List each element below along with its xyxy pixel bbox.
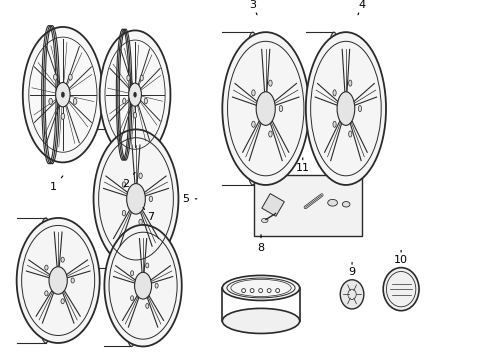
Ellipse shape bbox=[222, 309, 299, 333]
Ellipse shape bbox=[126, 184, 145, 214]
Ellipse shape bbox=[241, 289, 245, 293]
Ellipse shape bbox=[140, 75, 143, 81]
Ellipse shape bbox=[49, 98, 52, 104]
Ellipse shape bbox=[279, 105, 282, 112]
Text: 10: 10 bbox=[393, 250, 407, 265]
Ellipse shape bbox=[130, 296, 133, 301]
Ellipse shape bbox=[61, 92, 64, 97]
Text: 1: 1 bbox=[50, 176, 63, 193]
Ellipse shape bbox=[383, 267, 418, 311]
Ellipse shape bbox=[149, 196, 152, 202]
Text: 3: 3 bbox=[249, 0, 257, 15]
Ellipse shape bbox=[133, 92, 136, 97]
Ellipse shape bbox=[144, 98, 147, 104]
Ellipse shape bbox=[261, 218, 267, 222]
Text: 9: 9 bbox=[348, 262, 355, 277]
Ellipse shape bbox=[222, 32, 308, 185]
Ellipse shape bbox=[139, 173, 142, 179]
Ellipse shape bbox=[332, 90, 335, 96]
Ellipse shape bbox=[325, 32, 342, 185]
Ellipse shape bbox=[250, 289, 254, 293]
Ellipse shape bbox=[275, 289, 279, 293]
Ellipse shape bbox=[122, 98, 125, 104]
Text: 2: 2 bbox=[122, 172, 135, 189]
Ellipse shape bbox=[327, 199, 337, 206]
Ellipse shape bbox=[130, 271, 133, 276]
Ellipse shape bbox=[61, 257, 64, 262]
Ellipse shape bbox=[268, 80, 272, 86]
Ellipse shape bbox=[37, 218, 55, 343]
Ellipse shape bbox=[45, 291, 48, 296]
Ellipse shape bbox=[266, 289, 270, 293]
Ellipse shape bbox=[243, 32, 262, 185]
Ellipse shape bbox=[126, 75, 130, 81]
Ellipse shape bbox=[104, 225, 182, 346]
Ellipse shape bbox=[145, 303, 148, 309]
Ellipse shape bbox=[122, 210, 125, 216]
Ellipse shape bbox=[61, 113, 64, 120]
Ellipse shape bbox=[222, 275, 299, 301]
Ellipse shape bbox=[122, 225, 140, 346]
Text: 7: 7 bbox=[143, 207, 154, 222]
Ellipse shape bbox=[122, 182, 125, 187]
Ellipse shape bbox=[268, 131, 272, 137]
Ellipse shape bbox=[114, 129, 132, 268]
Ellipse shape bbox=[256, 92, 275, 125]
Ellipse shape bbox=[155, 283, 158, 288]
Ellipse shape bbox=[358, 105, 361, 112]
Ellipse shape bbox=[68, 74, 72, 80]
Ellipse shape bbox=[128, 83, 141, 106]
Ellipse shape bbox=[145, 263, 148, 268]
Ellipse shape bbox=[332, 121, 335, 127]
Ellipse shape bbox=[348, 80, 351, 86]
Ellipse shape bbox=[17, 218, 100, 343]
Ellipse shape bbox=[133, 112, 136, 118]
Ellipse shape bbox=[71, 278, 74, 283]
Ellipse shape bbox=[93, 129, 178, 268]
Ellipse shape bbox=[23, 27, 103, 162]
Ellipse shape bbox=[56, 82, 70, 107]
Ellipse shape bbox=[49, 267, 67, 294]
Ellipse shape bbox=[336, 92, 354, 125]
Ellipse shape bbox=[251, 90, 255, 96]
Ellipse shape bbox=[251, 121, 255, 127]
Ellipse shape bbox=[348, 131, 351, 137]
Text: 4: 4 bbox=[357, 0, 365, 15]
Ellipse shape bbox=[134, 272, 151, 299]
Ellipse shape bbox=[73, 98, 77, 104]
Text: 5: 5 bbox=[183, 194, 197, 204]
Ellipse shape bbox=[258, 289, 262, 293]
Ellipse shape bbox=[340, 280, 363, 309]
Ellipse shape bbox=[100, 30, 170, 159]
Ellipse shape bbox=[305, 32, 385, 185]
Ellipse shape bbox=[45, 265, 48, 270]
Text: 6: 6 bbox=[0, 359, 1, 360]
Text: 11: 11 bbox=[295, 158, 309, 172]
Bar bbox=[253, 175, 362, 237]
Ellipse shape bbox=[342, 202, 349, 207]
Ellipse shape bbox=[61, 299, 64, 304]
Bar bbox=[261, 194, 284, 216]
Ellipse shape bbox=[139, 219, 142, 225]
Text: 8: 8 bbox=[257, 235, 264, 253]
Ellipse shape bbox=[53, 74, 57, 80]
